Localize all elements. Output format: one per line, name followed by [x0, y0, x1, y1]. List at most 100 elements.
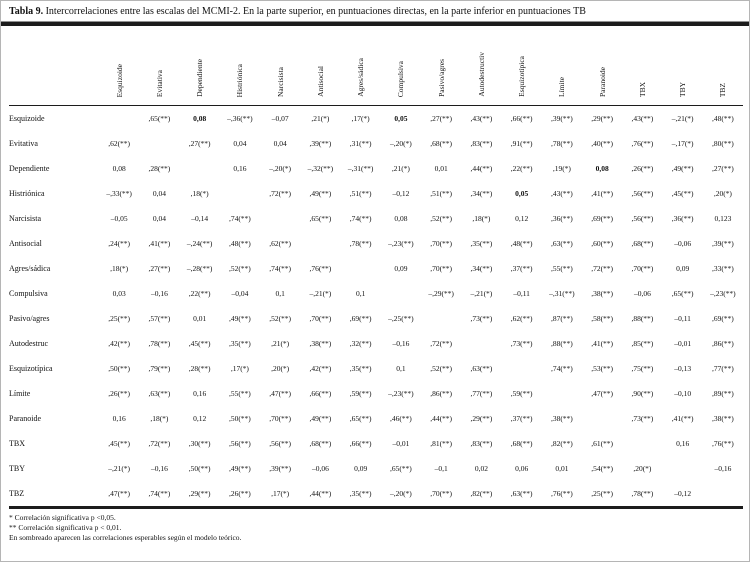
- column-header: Agres/sádica: [340, 26, 381, 106]
- correlation-cell: ,66(**): [349, 439, 372, 448]
- correlation-cell: ,38(**): [550, 414, 573, 423]
- row-label: Esquizoide: [9, 114, 45, 123]
- correlation-cell: ,17(*): [230, 364, 249, 373]
- correlation-cell: ,41(**): [591, 189, 614, 198]
- correlation-cell: ,44(**): [430, 414, 453, 423]
- correlation-cell: ,56(**): [631, 189, 654, 198]
- row-label: Límite: [9, 389, 31, 398]
- correlation-cell: 0,16: [112, 414, 126, 423]
- correlation-cell: ,55(**): [228, 389, 251, 398]
- correlation-cell: –,23(**): [710, 289, 736, 298]
- correlation-cell: ,73(**): [510, 339, 533, 348]
- correlation-cell: ,46(**): [389, 414, 412, 423]
- correlation-cell: ,33(**): [711, 264, 734, 273]
- note-line: En sombreado aparecen las correlaciones …: [9, 533, 242, 542]
- correlation-cell: –0,10: [674, 389, 692, 398]
- correlation-cell: ,42(**): [108, 339, 131, 348]
- correlation-cell: ,49(**): [228, 314, 251, 323]
- table-title: Tabla 9. Intercorrelaciones entre las es…: [1, 1, 749, 18]
- correlation-cell: [220, 181, 260, 206]
- correlation-cell: ,17(*): [271, 489, 290, 498]
- correlation-cell: ,21(*): [311, 114, 330, 123]
- correlation-cell: ,18(*): [110, 264, 129, 273]
- correlation-cell: ,70(**): [430, 264, 453, 273]
- correlation-cell: –,23(**): [388, 389, 414, 398]
- correlation-cell: ,87(**): [550, 314, 573, 323]
- correlation-cell: ,70(**): [430, 489, 453, 498]
- correlation-cell: ,52(**): [430, 364, 453, 373]
- correlation-cell: [139, 131, 179, 156]
- correlation-cell: ,48(**): [711, 114, 734, 123]
- correlation-cell: ,86(**): [711, 339, 734, 348]
- correlation-cell: ,70(**): [309, 314, 332, 323]
- correlation-cell: ,22(**): [188, 289, 211, 298]
- correlation-cell: ,68(**): [309, 439, 332, 448]
- correlation-cell: 0,1: [355, 289, 366, 298]
- correlation-cell: ,43(**): [470, 114, 493, 123]
- correlation-cell: ,49(**): [671, 164, 694, 173]
- column-header: Evitativa: [139, 26, 180, 106]
- correlation-cell: ,43(**): [550, 189, 573, 198]
- correlation-cell: –,20(*): [269, 164, 292, 173]
- correlation-cell: ,65(**): [389, 464, 412, 473]
- table-caption: Intercorrelaciones entre las escalas del…: [45, 6, 586, 17]
- correlation-cell: 0,01: [193, 314, 207, 323]
- correlation-cell: ,62(**): [108, 139, 131, 148]
- correlation-cell: ,41(**): [591, 339, 614, 348]
- correlation-cell: ,36(**): [671, 214, 694, 223]
- correlation-cell: ,74(**): [550, 364, 573, 373]
- table-row: TBX ,45(**) ,72(**) ,30(**) ,56(**) ,56(**) ,6…: [9, 431, 743, 456]
- correlation-cell: ,85(**): [631, 339, 654, 348]
- correlation-cell: ,52(**): [269, 314, 292, 323]
- table-row: Pasivo/agres ,25(**) ,57(**) 0,01 ,49(**) ,52…: [9, 306, 743, 331]
- correlation-cell: ,18(*): [472, 214, 491, 223]
- correlation-cell: [260, 206, 300, 231]
- correlation-cell: 0,03: [112, 289, 126, 298]
- correlation-cell: ,78(**): [550, 139, 573, 148]
- correlation-cell: –0,01: [674, 339, 692, 348]
- correlation-cell: ,90(**): [631, 389, 654, 398]
- row-label: TBY: [9, 464, 25, 473]
- correlation-cell: –0,11: [513, 289, 530, 298]
- correlation-cell: ,39(**): [550, 114, 573, 123]
- correlation-cell: ,68(**): [631, 239, 654, 248]
- correlation-cell: –,21(*): [108, 464, 131, 473]
- row-label: TBZ: [9, 489, 25, 498]
- correlation-cell: [582, 406, 622, 431]
- correlation-cell: ,40(**): [591, 139, 614, 148]
- correlation-cell: ,78(**): [349, 239, 372, 248]
- correlation-cell: ,62(**): [269, 239, 292, 248]
- correlation-cell: ,63(**): [510, 489, 533, 498]
- column-header: Pasivo/agres: [421, 26, 462, 106]
- correlation-cell: ,48(**): [510, 239, 533, 248]
- row-label: Paranoide: [9, 414, 41, 423]
- correlation-cell: 0,123: [714, 214, 732, 223]
- correlation-cell: ,27(**): [148, 264, 171, 273]
- correlation-cell: ,74(**): [148, 489, 171, 498]
- correlation-cell: –,21(*): [309, 289, 332, 298]
- correlation-cell: –0,16: [150, 464, 168, 473]
- correlation-cell: ,37(**): [510, 264, 533, 273]
- table-row: Antisocial ,24(**) ,41(**) –,24(**) ,48(**),…: [9, 231, 743, 256]
- correlation-cell: ,31(**): [349, 139, 372, 148]
- correlation-cell: ,45(**): [671, 189, 694, 198]
- correlation-cell: ,79(**): [148, 364, 171, 373]
- correlation-cell: ,22(**): [510, 164, 533, 173]
- correlation-cell: ,19(*): [552, 164, 571, 173]
- column-header: TBZ: [702, 26, 743, 106]
- correlation-cell: ,49(**): [309, 414, 332, 423]
- correlation-cell: ,37(**): [510, 414, 533, 423]
- correlation-cell: ,76(**): [309, 264, 332, 273]
- correlation-cell: ,27(**): [711, 164, 734, 173]
- note-line: * Correlación significativa p <0,05.: [9, 513, 116, 522]
- correlation-cell: 0,08: [112, 164, 126, 173]
- row-label: Evitativa: [9, 139, 38, 148]
- correlation-cell: 0,04: [152, 214, 166, 223]
- correlation-cell: ,28(**): [148, 164, 171, 173]
- correlation-cell: ,66(**): [510, 114, 533, 123]
- correlation-cell: ,51(**): [349, 189, 372, 198]
- correlation-cell: ,61(**): [591, 439, 614, 448]
- correlation-cell: ,65(**): [671, 289, 694, 298]
- correlation-cell: ,43(**): [631, 114, 654, 123]
- column-header: Compulsiva: [380, 26, 421, 106]
